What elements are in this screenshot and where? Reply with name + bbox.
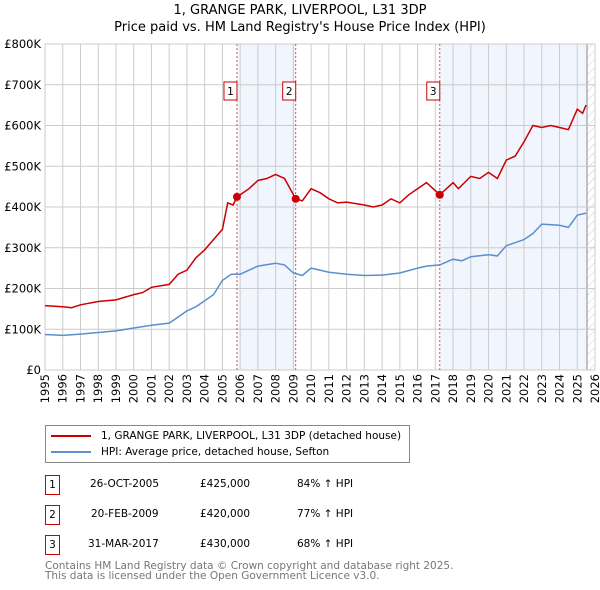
x-tick-label: 2005: [215, 374, 229, 403]
chart-subtitle: Price paid vs. HM Land Registry's House …: [114, 20, 486, 35]
x-tick-label: 1999: [109, 374, 123, 403]
chart-title: 1, GRANGE PARK, LIVERPOOL, L31 3DP: [173, 3, 427, 18]
sale-point: [291, 194, 300, 203]
sale-point: [232, 192, 241, 201]
y-tick-label: £300K: [4, 241, 41, 255]
sale-point: [435, 190, 444, 199]
sale-date: 26-OCT-2005: [90, 478, 159, 490]
x-tick-label: 2002: [162, 374, 176, 403]
x-tick-label: 2007: [251, 374, 265, 403]
sale-label-box: [282, 81, 297, 101]
plot-frame: [44, 43, 596, 371]
x-tick-label: 2025: [570, 374, 584, 403]
x-tick-label: 2020: [482, 374, 496, 403]
legend-property: 1, GRANGE PARK, LIVERPOOL, L31 3DP (deta…: [101, 430, 402, 442]
x-tick-label: 2004: [198, 374, 212, 403]
x-tick-label: 1997: [73, 374, 87, 403]
sale-marker: 3: [45, 535, 60, 555]
price-chart: 1 2 3 £0 £100K £200K £300K £400K £500K £600K £700K…: [4, 37, 600, 403]
x-tick-label: 2012: [340, 374, 354, 403]
x-tick-label: 2006: [233, 374, 247, 403]
x-tick-label: 2026: [588, 374, 600, 403]
x-tick-label: 2001: [144, 374, 158, 403]
legend-swatch-hpi: [51, 451, 91, 453]
sale-hpi: 68% ↑ HPI: [297, 538, 354, 550]
footer-licence: This data is licensed under the Open Gov…: [45, 570, 380, 582]
x-tick-label: 1996: [56, 374, 70, 403]
y-tick-label: £700K: [4, 78, 41, 92]
sale-price: £425,000: [200, 478, 251, 490]
x-tick-label: 2022: [517, 374, 531, 403]
sale-label: 2: [286, 86, 293, 98]
table-row: 3 31-MAR-2017 £430,000 68% ↑ HPI: [45, 535, 445, 555]
legend-hpi: HPI: Average price, detached house, Seft…: [101, 446, 330, 458]
x-tick-label: 2009: [286, 374, 300, 403]
sale-marker: 2: [45, 505, 60, 525]
x-tick-label: 2003: [180, 374, 194, 403]
x-tick-label: 1995: [38, 374, 52, 403]
sale-date: 31-MAR-2017: [88, 538, 159, 550]
sale-label: 1: [227, 86, 234, 98]
x-tick-label: 2021: [499, 374, 513, 403]
x-tick-label: 2018: [446, 374, 460, 403]
sale-marker: 1: [45, 475, 60, 495]
y-tick-label: £600K: [4, 119, 41, 133]
legend: 1, GRANGE PARK, LIVERPOOL, L31 3DP (deta…: [45, 425, 410, 463]
x-tick-label: 2000: [127, 374, 141, 403]
x-tick-label: 2011: [322, 374, 336, 403]
y-tick-label: £0: [26, 363, 41, 377]
sale-hpi: 84% ↑ HPI: [297, 478, 354, 490]
x-tick-label: 2023: [535, 374, 549, 403]
x-tick-label: 2013: [357, 374, 371, 403]
footer-copyright: Contains HM Land Registry data © Crown c…: [45, 560, 454, 572]
legend-swatch-property: [51, 435, 91, 437]
y-tick-label: £800K: [4, 37, 41, 51]
y-tick-label: £100K: [4, 322, 41, 336]
x-tick-label: 2015: [393, 374, 407, 403]
table-row: 2 20-FEB-2009 £420,000 77% ↑ HPI: [45, 505, 445, 525]
sale-label-box: [223, 81, 238, 101]
x-tick-label: 2014: [375, 374, 389, 403]
x-tick-label: 2019: [464, 374, 478, 403]
y-tick-label: £500K: [4, 159, 41, 173]
x-tick-label: 2008: [269, 374, 283, 403]
sale-label-box: [426, 81, 441, 101]
x-tick-label: 2017: [428, 374, 442, 403]
sale-price: £420,000: [200, 508, 251, 520]
x-tick-label: 1998: [91, 374, 105, 403]
series-line: [44, 104, 587, 309]
x-tick-label: 2010: [304, 374, 318, 403]
x-tick-label: 2016: [411, 374, 425, 403]
series-line: [44, 212, 587, 337]
table-row: 1 26-OCT-2005 £425,000 84% ↑ HPI: [45, 475, 445, 495]
x-tick-label: 2024: [553, 374, 567, 403]
sale-hpi: 77% ↑ HPI: [297, 508, 354, 520]
y-tick-label: £400K: [4, 200, 41, 214]
y-tick-label: £200K: [4, 282, 41, 296]
sale-label: 3: [430, 86, 437, 98]
sale-price: £430,000: [200, 538, 251, 550]
sale-date: 20-FEB-2009: [91, 508, 159, 520]
